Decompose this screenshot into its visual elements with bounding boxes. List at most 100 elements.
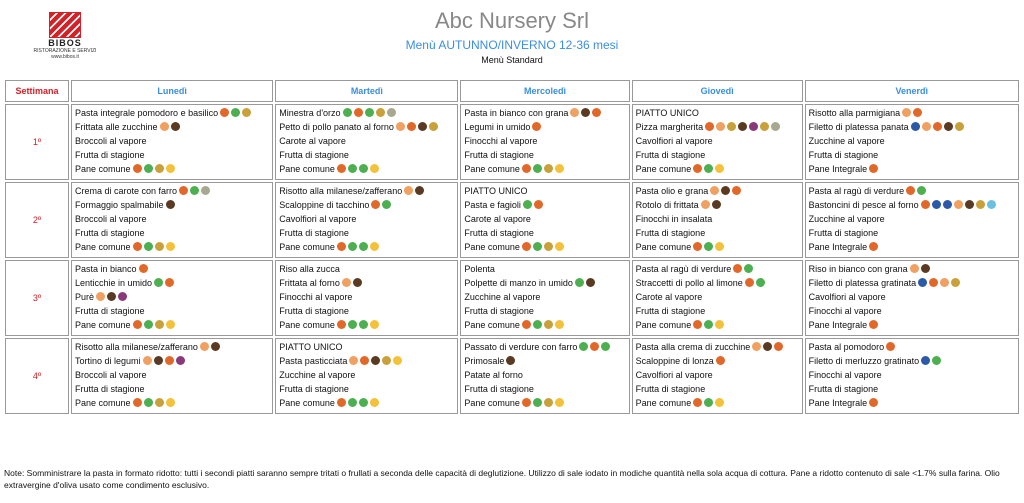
dish: Frutta di stagione <box>75 150 145 160</box>
allergen-icon <box>917 186 927 195</box>
dish: Carote al vapore <box>464 214 531 224</box>
dish: Pizza margherita <box>635 122 704 132</box>
menu-item: Pasta pasticciata <box>279 355 454 368</box>
allergen-icon <box>715 398 725 407</box>
allergen-icon <box>704 398 714 407</box>
allergen-icon <box>165 200 175 209</box>
allergen-icon <box>986 200 996 209</box>
allergen-icon <box>940 278 950 287</box>
dish: Cavolfiori al vapore <box>808 292 886 302</box>
menu-item: Passato di verdure con farro <box>464 341 625 354</box>
dish: Cavolfiori al vapore <box>635 136 713 146</box>
menu-item: Pane Integrale <box>809 397 1015 410</box>
dish: Frutta di stagione <box>279 228 349 238</box>
allergen-icon <box>336 398 346 407</box>
allergen-icon <box>918 278 928 287</box>
allergen-icon <box>369 164 379 173</box>
menu-item: Pane comune <box>464 241 625 254</box>
allergen-icon <box>705 122 715 131</box>
allergen-icon <box>231 108 241 117</box>
menu-item: Pane comune <box>75 319 269 332</box>
allergen-icon <box>869 320 879 329</box>
allergen-icon <box>336 320 346 329</box>
dish: Minestra d'orzo <box>279 108 341 118</box>
menu-item: Pane Integrale <box>809 241 1015 254</box>
dish: Bastoncini di pesce al forno <box>808 200 919 210</box>
dish: PIATTO UNICO <box>464 186 528 196</box>
allergen-icon <box>153 356 163 365</box>
dish: Pane comune <box>635 398 692 408</box>
allergen-icon <box>931 200 941 209</box>
allergen-icon <box>521 164 531 173</box>
menu-item: Finocchi al vapore <box>464 135 625 148</box>
menu-item: Finocchi al vapore <box>809 369 1015 382</box>
day-cell: PIATTO UNICO Pizza margherita Cavolfiori a… <box>631 104 803 180</box>
menu-item: Bastoncini di pesce al forno <box>809 199 1015 212</box>
menu-item: Frutta di stagione <box>809 383 1015 396</box>
allergen-icon <box>165 242 175 251</box>
menu-item: Frutta di stagione <box>464 149 625 162</box>
allergen-icon <box>554 164 564 173</box>
allergen-icon <box>774 342 784 351</box>
allergen-icon <box>506 356 516 365</box>
menu-item: Frutta di stagione <box>464 383 625 396</box>
dish: Frutta di stagione <box>75 306 145 316</box>
menu-item: Frutta di stagione <box>279 149 454 162</box>
allergen-icon <box>164 356 174 365</box>
allergen-icon <box>574 278 584 287</box>
dish: Pasta e fagioli <box>464 200 521 210</box>
dish: Frutta di stagione <box>279 384 349 394</box>
menu-item: Pane comune <box>636 163 799 176</box>
day-cell: Pasta integrale pomodoro e basilico Fritt… <box>71 104 274 180</box>
menu-item: Broccoli al vapore <box>75 135 269 148</box>
menu-item: Filetto di merluzzo gratinato <box>809 355 1015 368</box>
dish: Carote al vapore <box>279 136 346 146</box>
allergen-icon <box>154 164 164 173</box>
allergen-icon <box>179 186 189 195</box>
header-row: Settimana Lunedì Martedì Mercoledì Giovedì Ve… <box>5 80 1019 102</box>
dish: Pasta pasticciata <box>279 356 348 366</box>
dish: Broccoli al vapore <box>75 370 147 380</box>
menu-item: Pane comune <box>75 397 269 410</box>
week-label: 1º <box>5 104 69 180</box>
menu-item: Polpette di manzo in umido <box>464 277 625 290</box>
allergen-icon <box>869 398 879 407</box>
column-header: Mercoledì <box>460 80 630 102</box>
menu-item: Zucchine al vapore <box>279 369 454 382</box>
allergen-icon <box>727 122 737 131</box>
menu-item: Tortino di legumi <box>75 355 269 368</box>
menu-item: Zucchine al vapore <box>809 213 1015 226</box>
allergen-icon <box>913 108 923 117</box>
menu-item: Risotto alla milanese/zafferano <box>75 341 269 354</box>
allergen-icon <box>175 356 185 365</box>
dish: Pane Integrale <box>808 242 868 252</box>
menu-item: Patate al forno <box>464 369 625 382</box>
allergen-icon <box>242 108 252 117</box>
menu-item: Pane comune <box>464 163 625 176</box>
dish: Filetto di platessa gratinata <box>808 278 917 288</box>
allergen-icon <box>886 342 896 351</box>
allergen-icon <box>920 264 930 273</box>
allergen-icon <box>921 356 931 365</box>
menu-item: PIATTO UNICO <box>279 341 454 354</box>
menu-item: Lenticchie in umido <box>75 277 269 290</box>
allergen-icon <box>395 122 405 131</box>
menu-item: Pasta al ragù di verdure <box>809 185 1015 198</box>
menu-item: Pane comune <box>279 241 454 254</box>
day-cell: Minestra d'orzo Petto di pollo panato al … <box>275 104 459 180</box>
allergen-icon <box>869 164 879 173</box>
dish: Pane comune <box>635 320 692 330</box>
menu-item: Frutta di stagione <box>75 227 269 240</box>
day-cell: Pasta al ragù di verdure Straccetti di po… <box>631 260 803 336</box>
menu-item: Carote al vapore <box>636 291 799 304</box>
allergen-icon <box>165 278 175 287</box>
dish: Pasta alla crema di zucchine <box>635 342 751 352</box>
dish: Pane comune <box>75 398 131 408</box>
allergen-icon <box>132 164 142 173</box>
allergen-icon <box>954 122 964 131</box>
menu-item: Pasta in bianco <box>75 263 269 276</box>
dish: Broccoli al vapore <box>75 136 147 146</box>
allergen-icon <box>159 122 169 131</box>
allergen-icon <box>358 242 368 251</box>
allergen-icon <box>118 292 128 301</box>
